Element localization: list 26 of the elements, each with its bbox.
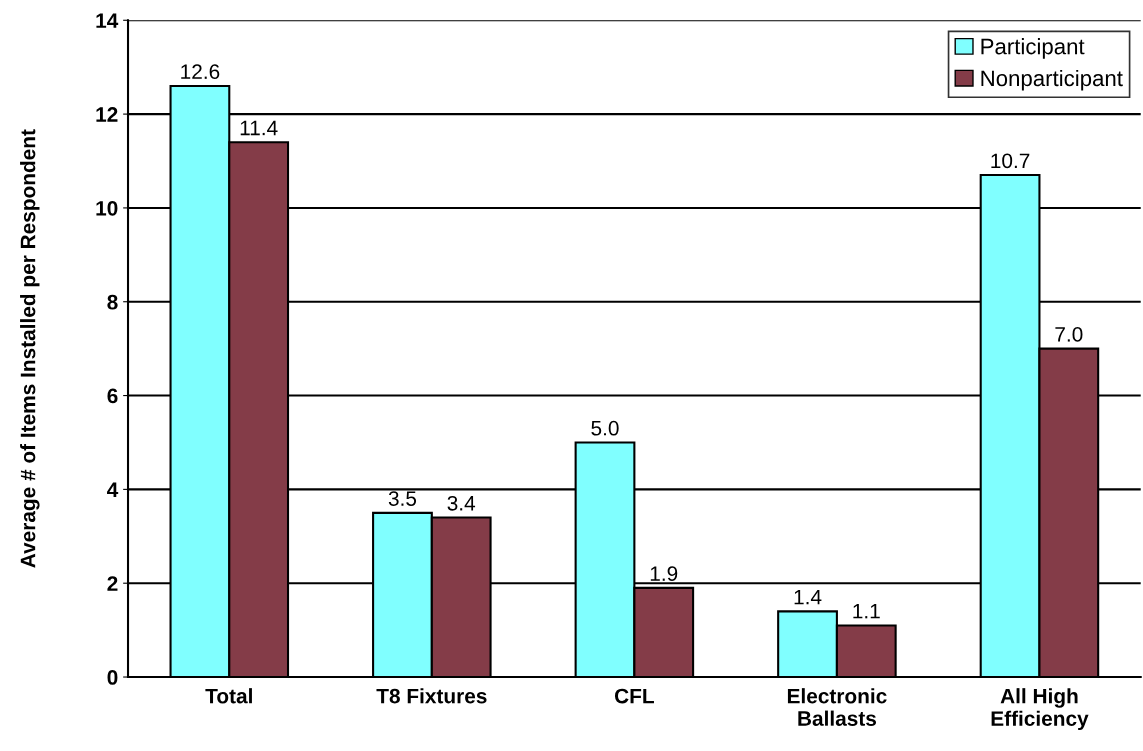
y-tick-label: 14 (96, 13, 119, 28)
legend-label: Participant (981, 38, 1085, 59)
data-label: 11.4 (240, 120, 278, 136)
data-label: 1.1 (853, 603, 880, 619)
data-label: 1.9 (650, 566, 678, 581)
y-tick-label: 0 (107, 670, 118, 685)
data-label: 1.4 (794, 589, 822, 605)
x-tick-label: CFL (614, 688, 654, 704)
y-tick-label: 10 (96, 200, 118, 216)
y-tick-label: 12 (96, 107, 118, 122)
y-tick-label: 6 (107, 388, 118, 404)
y-tick-label: 8 (107, 294, 118, 310)
legend-label: Nonparticipant (981, 69, 1123, 91)
x-tick-label: Electronic Ballasts (787, 688, 887, 726)
data-label: 10.7 (991, 153, 1030, 169)
x-tick-label: Total (205, 688, 252, 704)
x-tick-label: T8 Fixtures (376, 688, 487, 704)
y-tick-label: 4 (107, 482, 119, 497)
data-label: 5.0 (591, 420, 619, 436)
y-tick-label: 2 (107, 576, 118, 591)
y-axis-title: Average # of Items Installed per Respondent (20, 129, 40, 568)
data-label: 7.0 (1055, 327, 1083, 342)
data-label: 3.4 (447, 495, 476, 511)
data-label: 12.6 (181, 64, 220, 80)
x-tick-label: All High Efficiency (991, 688, 1089, 731)
data-label: 3.5 (388, 491, 417, 506)
